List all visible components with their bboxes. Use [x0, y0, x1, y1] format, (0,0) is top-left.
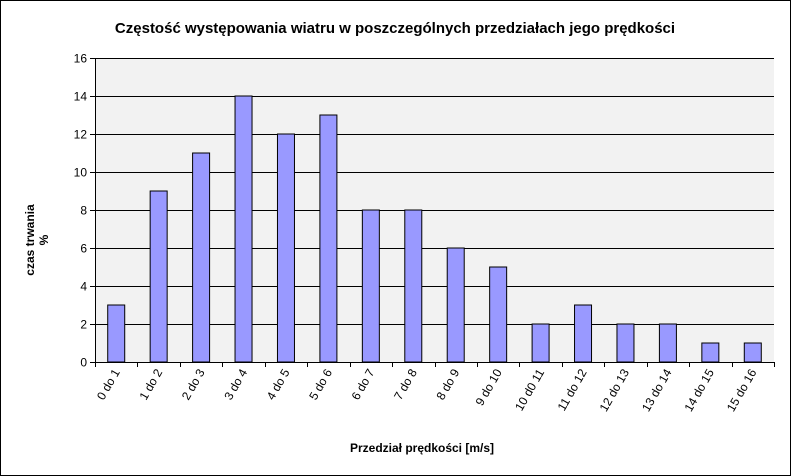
y-tick-label: 2 [80, 318, 87, 332]
y-axis-title-line1: czas trwania [23, 204, 37, 276]
bar[interactable] [149, 190, 168, 363]
x-axis-title: Przedział prędkości [m/s] [350, 441, 494, 455]
bar[interactable] [404, 209, 423, 363]
bar[interactable] [489, 266, 508, 363]
y-tick-label: 0 [80, 356, 87, 370]
y-tick-label: 10 [74, 166, 88, 180]
bar[interactable] [319, 114, 338, 363]
bar[interactable] [107, 304, 126, 363]
y-tick-label: 14 [74, 90, 88, 104]
y-tick-label: 8 [80, 204, 87, 218]
bar[interactable] [531, 323, 550, 363]
bar[interactable] [701, 342, 720, 363]
y-tick-label: 6 [80, 242, 87, 256]
chart-title: Częstość występowania wiatru w poszczegó… [115, 20, 675, 37]
bar[interactable] [361, 209, 380, 363]
bar[interactable] [192, 152, 211, 363]
y-axis-title-line2: % [37, 234, 51, 245]
bar[interactable] [616, 323, 635, 363]
bar[interactable] [658, 323, 677, 363]
y-tick-label: 4 [80, 280, 87, 294]
bar[interactable] [446, 247, 465, 363]
y-tick-label: 16 [74, 52, 88, 66]
y-tick-label: 12 [74, 128, 88, 142]
bar[interactable] [234, 95, 253, 363]
bar[interactable] [574, 304, 593, 363]
bar[interactable] [276, 133, 295, 363]
bar[interactable] [743, 342, 762, 363]
